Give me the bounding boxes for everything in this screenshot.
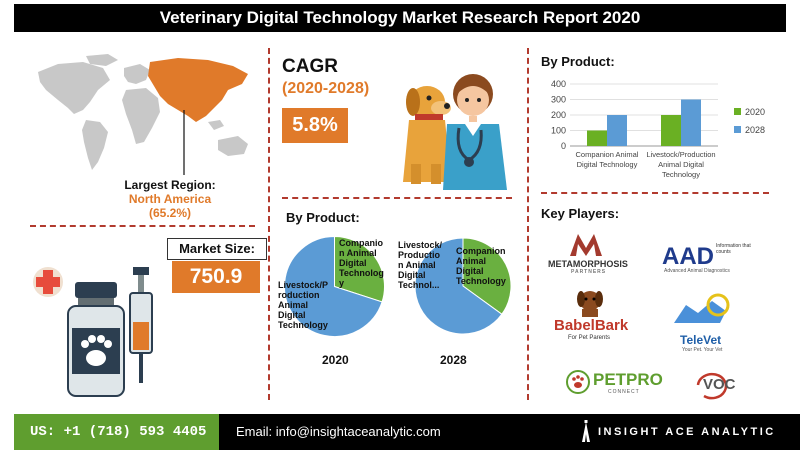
syringe-icon [129,267,153,383]
metamorphosis-logo-icon [570,234,602,256]
vet-illustration [403,74,507,190]
page-title: Veterinary Digital Technology Market Res… [159,8,641,27]
bar-x-tick-label: Companion Animal [576,150,639,159]
pie-slice-2028-1 [414,237,503,335]
petpro-logo-sub: CONNECT [608,389,640,395]
bar-y-tick: 200 [551,110,566,120]
pie-2028-label-livestock: Livestock/ Productio n Animal Digital Te… [398,240,443,290]
bar-x-tick-label: Animal Digital [658,160,704,169]
pie-chart-2028 [414,237,512,335]
voc-logo-icon [696,372,728,400]
metamorphosis-logo-text: METAMORPHOSIS [548,259,628,269]
pie-section-title: By Product: [286,210,360,225]
title-bar: Veterinary Digital Technology Market Res… [0,0,800,36]
footer-brand: INSIGHT ACE ANALYTIC [598,426,776,438]
divider-bar [541,192,769,194]
footer-phone[interactable]: US: +1 (718) 593 4405 [30,424,207,440]
pie-slice-2020-0 [334,235,385,303]
medical-cross-icon [33,267,63,297]
legend-label-2028: 2028 [745,125,765,135]
bar-2020-0 [587,130,607,146]
footer-contact-bar [219,414,800,450]
cagr-period: (2020-2028) [282,80,370,97]
bar-2020-1 [661,115,681,146]
pie-chart-2020 [284,235,385,337]
bar-x-tick-label: Technology [662,170,700,179]
televet-logo-sub: Your Pet. Your Vet [682,347,723,353]
babelbark-dog-icon [577,291,603,317]
bar-y-tick: 0 [561,141,566,151]
televet-logo-icon [668,293,736,333]
cagr-label: CAGR [282,56,338,77]
world-map [38,54,248,175]
bar-2028-1 [681,99,701,146]
aad-logo-icon: AAD [662,243,714,268]
highlighted-region [148,58,248,122]
metamorphosis-logo-sub: PARTNERS [571,269,607,275]
paw-icon [81,335,112,366]
babelbark-logo-sub: For Pet Parents [568,335,611,341]
brand-logo-icon [582,420,590,442]
pie-slice-2020-1 [284,235,383,337]
dog-icon [403,86,451,184]
pie-slice-2028-0 [462,237,512,315]
market-size-label: Market Size: [167,238,267,260]
petpro-paw-icon [566,370,590,394]
pie-year-2028: 2028 [440,353,467,367]
bar-y-tick: 400 [551,79,566,89]
cagr-value: 5.8% [282,108,348,143]
petpro-logo-text: PETPRO [593,370,663,389]
region-label: Largest Region: [124,178,216,192]
babelbark-logo-text: BabelBark [554,317,629,334]
divider-cagr [282,197,512,199]
divider-region [30,225,255,227]
divider-left [268,48,270,400]
veterinarian-icon [443,74,507,190]
vaccine-illustration [33,267,153,397]
pie-2020-label-companion: Companio n Animal Digital Technolog y [339,238,384,288]
bar-x-tick-label: Livestock/Production [646,150,715,159]
legend-label-2020: 2020 [745,107,765,117]
divider-right [527,48,529,400]
voc-logo-text: VOC [703,376,736,393]
footer-phone-bar [14,414,219,450]
footer-email[interactable]: Email: info@insightaceanalytic.com [236,424,441,439]
pie-year-2020: 2020 [322,353,349,367]
legend-swatch-2020 [734,108,741,115]
bar-x-tick-label: Digital Technology [577,160,638,169]
aad-logo-tagline: Information that counts [716,243,751,255]
bar-2028-0 [607,115,627,146]
region-block: Largest Region: North America (65.2%) [100,178,240,220]
svg-text:AAD: AAD [662,243,714,268]
region-share: (65.2%) [148,206,192,220]
pie-2028-label-companion: Companion Animal Digital Technology [456,246,506,286]
region-name: North America [128,192,212,206]
aad-logo-sub: Advanced Animal Diagnostics [664,268,730,274]
legend-swatch-2028 [734,126,741,133]
map-continents [38,54,248,170]
bar-y-tick: 100 [551,126,566,136]
bar-y-tick: 300 [551,95,566,105]
bar-section-title: By Product: [541,54,615,69]
televet-logo-text: TeleVet [680,333,722,347]
title-background [14,4,786,32]
key-players-title: Key Players: [541,206,620,221]
pie-2020-label-livestock: Livestock/P roduction Animal Digital Tec… [278,280,328,330]
market-size-value: 750.9 [172,261,260,293]
